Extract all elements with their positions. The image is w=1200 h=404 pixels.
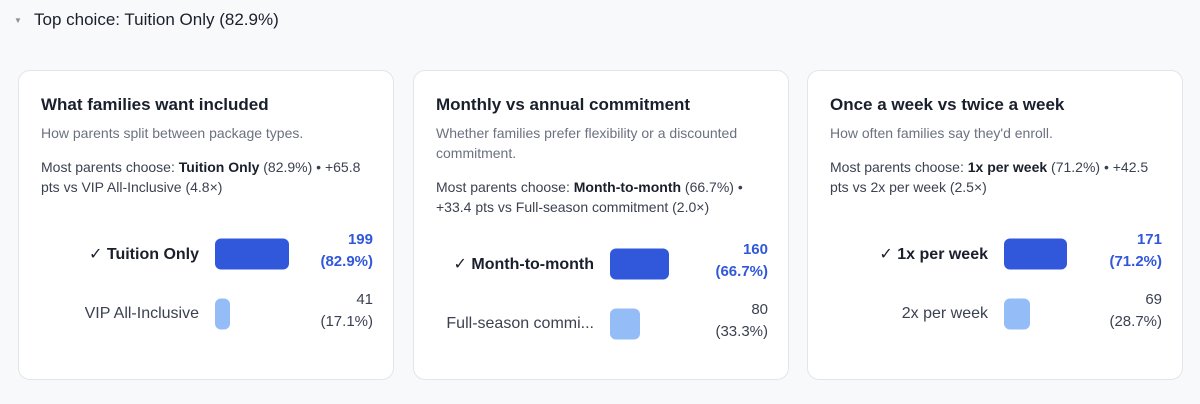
option-bar bbox=[610, 308, 640, 340]
summary-choice: Tuition Only bbox=[178, 159, 260, 175]
card-summary: Most parents choose: 1x per week (71.2%)… bbox=[830, 159, 1149, 195]
card-frequency: Once a week vs twice a week How often fa… bbox=[807, 70, 1183, 380]
option-count: 69 (28.7%) bbox=[1109, 291, 1162, 330]
card-subtitle: How parents split between package types. bbox=[41, 125, 304, 141]
option-count: 160 (66.7%) bbox=[715, 241, 768, 280]
card-subtitle: Whether families prefer flexibility or a… bbox=[436, 125, 738, 161]
option-label: ✓ 1x per week bbox=[879, 246, 988, 263]
option-label: ✓ Tuition Only bbox=[89, 246, 199, 263]
option-row: ✓ Month-to-month 160 (66.7%) bbox=[414, 239, 790, 289]
card-title: What families want included bbox=[41, 95, 269, 114]
option-bar bbox=[1004, 238, 1067, 270]
option-row: ✓ 1x per week 171 (71.2%) bbox=[808, 229, 1184, 279]
card-commitment: Monthly vs annual commitment Whether fam… bbox=[413, 70, 789, 380]
option-label: VIP All-Inclusive bbox=[84, 305, 199, 322]
option-label: Full-season commi... bbox=[446, 315, 594, 332]
card-title: Monthly vs annual commitment bbox=[436, 95, 691, 114]
option-bar bbox=[610, 248, 669, 280]
option-label: 2x per week bbox=[901, 305, 988, 322]
section-summary[interactable]: Top choice: Tuition Only (82.9%) bbox=[34, 10, 279, 29]
card-summary: Most parents choose: Tuition Only (82.9%… bbox=[41, 159, 361, 195]
option-count: 199 (82.9%) bbox=[320, 231, 373, 270]
summary-choice: Month-to-month bbox=[573, 179, 682, 195]
option-label: ✓ Month-to-month bbox=[453, 256, 594, 273]
caret-down-icon[interactable]: ▼ bbox=[14, 15, 22, 25]
option-bar bbox=[1004, 298, 1030, 330]
option-bar bbox=[215, 298, 230, 330]
card-summary: Most parents choose: Month-to-month (66.… bbox=[436, 179, 743, 215]
option-bar bbox=[215, 238, 289, 270]
card-title: Once a week vs twice a week bbox=[830, 95, 1065, 114]
option-row: 2x per week 69 (28.7%) bbox=[808, 289, 1184, 339]
option-row: ✓ Tuition Only 199 (82.9%) bbox=[19, 229, 395, 279]
summary-choice: 1x per week bbox=[967, 159, 1048, 175]
option-row: Full-season commi... 80 (33.3%) bbox=[414, 299, 790, 349]
section-toggle[interactable]: ▼ Top choice: Tuition Only (82.9%) bbox=[14, 8, 279, 32]
option-count: 41 (17.1%) bbox=[320, 291, 373, 330]
option-row: VIP All-Inclusive 41 (17.1%) bbox=[19, 289, 395, 339]
card-package-type: What families want included How parents … bbox=[18, 70, 394, 380]
option-count: 80 (33.3%) bbox=[715, 301, 768, 340]
option-count: 171 (71.2%) bbox=[1109, 231, 1162, 270]
card-subtitle: How often families say they'd enroll. bbox=[830, 125, 1053, 141]
